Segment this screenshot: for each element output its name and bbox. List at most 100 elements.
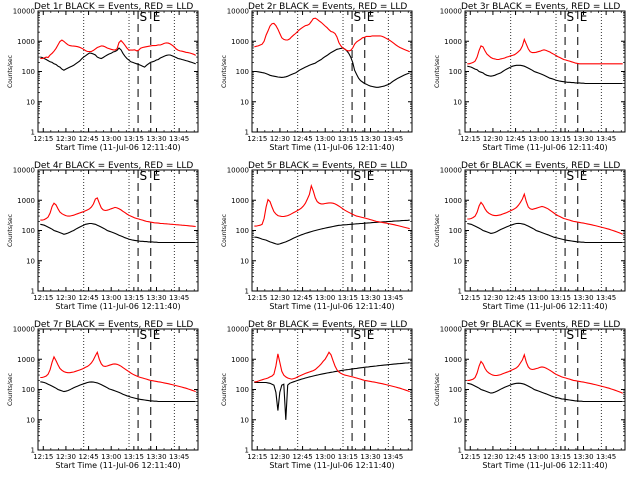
interval-marker-e: E (580, 328, 588, 342)
x-tick-label: 13:00 (528, 453, 548, 461)
x-tick-label: 12:30 (270, 294, 290, 302)
interval-marker-e: E (580, 169, 588, 183)
x-tick-label: 13:15 (124, 135, 144, 143)
series-line-events (254, 362, 410, 420)
y-tick-label: 10 (26, 416, 35, 424)
y-tick-label: 1 (245, 447, 249, 455)
y-tick-label: 10 (453, 416, 462, 424)
interval-marker-s: S (140, 10, 148, 24)
y-tick-label: 1 (245, 129, 249, 137)
y-tick-label: 1000 (17, 38, 35, 46)
x-tick-label: 12:30 (483, 453, 503, 461)
y-tick-label: 1000 (444, 197, 462, 205)
x-tick-label: 13:45 (169, 135, 189, 143)
x-axis-label: Start Time (11-Jul-06 12:11:40) (55, 143, 180, 152)
x-tick-label: 13:45 (383, 453, 403, 461)
x-tick-label: 12:15 (33, 294, 53, 302)
series-line-events (254, 47, 410, 88)
x-tick-label: 13:15 (551, 135, 571, 143)
y-axis-label: Counts/sec (221, 373, 228, 406)
x-tick-label: 12:30 (56, 453, 76, 461)
interval-marker-e: E (580, 10, 588, 24)
y-tick-label: 10000 (13, 8, 35, 16)
panel-title: Det 7r BLACK = Events, RED = LLD (34, 320, 193, 330)
x-axis-label: Start Time (11-Jul-06 12:11:40) (269, 302, 394, 311)
x-axis-label: Start Time (11-Jul-06 12:11:40) (482, 461, 607, 470)
y-tick-label: 1000 (231, 197, 249, 205)
y-tick-label: 100 (22, 227, 35, 235)
x-tick-label: 12:45 (505, 294, 525, 302)
y-axis-label: Counts/sec (434, 373, 441, 406)
x-tick-label: 13:15 (338, 135, 358, 143)
interval-marker-e: E (153, 10, 161, 24)
interval-marker-e: E (153, 328, 161, 342)
x-tick-label: 13:30 (146, 135, 166, 143)
series-line-events (40, 47, 196, 71)
series-line-events (40, 381, 196, 403)
y-tick-label: 1000 (444, 38, 462, 46)
x-tick-label: 13:00 (528, 294, 548, 302)
y-tick-label: 1 (31, 447, 35, 455)
x-tick-label: 13:30 (146, 453, 166, 461)
interval-marker-s: S (140, 169, 148, 183)
panel-title: Det 2r BLACK = Events, RED = LLD (248, 2, 407, 12)
series-line-lld (467, 37, 623, 65)
y-tick-label: 1000 (17, 197, 35, 205)
series-line-events (254, 219, 410, 245)
x-tick-label: 13:45 (383, 135, 403, 143)
x-tick-label: 13:00 (101, 135, 121, 143)
x-tick-label: 12:15 (460, 453, 480, 461)
series-line-events (40, 222, 196, 244)
y-tick-label: 10000 (440, 167, 462, 175)
y-tick-label: 10 (240, 416, 249, 424)
y-axis-label: Counts/sec (7, 214, 14, 247)
x-tick-label: 13:15 (551, 453, 571, 461)
series-line-events (467, 222, 623, 244)
x-tick-label: 13:15 (551, 294, 571, 302)
x-tick-label: 13:00 (528, 135, 548, 143)
x-tick-label: 12:45 (292, 294, 312, 302)
y-tick-label: 10000 (227, 326, 249, 334)
interval-marker-s: S (567, 328, 575, 342)
interval-marker-s: S (354, 10, 362, 24)
x-tick-label: 13:45 (169, 294, 189, 302)
x-tick-label: 12:30 (270, 135, 290, 143)
x-tick-label: 13:00 (101, 294, 121, 302)
y-tick-label: 1000 (231, 356, 249, 364)
x-tick-label: 12:15 (460, 135, 480, 143)
y-tick-label: 10 (26, 98, 35, 106)
panel-title: Det 5r BLACK = Events, RED = LLD (248, 161, 407, 171)
panel-title: Det 6r BLACK = Events, RED = LLD (461, 161, 620, 171)
x-tick-label: 12:15 (247, 453, 267, 461)
y-tick-label: 1 (458, 447, 462, 455)
x-axis-label: Start Time (11-Jul-06 12:11:40) (482, 302, 607, 311)
series-line-lld (254, 351, 410, 393)
interval-marker-s: S (567, 169, 575, 183)
y-tick-label: 10 (240, 98, 249, 106)
y-tick-label: 10000 (13, 167, 35, 175)
x-tick-label: 13:30 (573, 294, 593, 302)
x-tick-label: 12:15 (247, 294, 267, 302)
x-tick-label: 13:30 (573, 453, 593, 461)
x-tick-label: 13:30 (360, 135, 380, 143)
panel-title: Det 4r BLACK = Events, RED = LLD (34, 161, 193, 171)
x-tick-label: 13:30 (573, 135, 593, 143)
y-tick-label: 1 (245, 288, 249, 296)
y-axis-label: Counts/sec (221, 55, 228, 88)
x-tick-label: 12:30 (483, 135, 503, 143)
y-tick-label: 1000 (444, 356, 462, 364)
x-tick-label: 12:15 (247, 135, 267, 143)
interval-marker-s: S (354, 169, 362, 183)
x-tick-label: 12:45 (78, 135, 98, 143)
x-axis-label: Start Time (11-Jul-06 12:11:40) (269, 143, 394, 152)
y-tick-label: 1000 (231, 38, 249, 46)
x-tick-label: 12:45 (292, 453, 312, 461)
y-tick-label: 100 (449, 227, 462, 235)
x-tick-label: 12:30 (483, 294, 503, 302)
y-tick-label: 10 (240, 257, 249, 265)
